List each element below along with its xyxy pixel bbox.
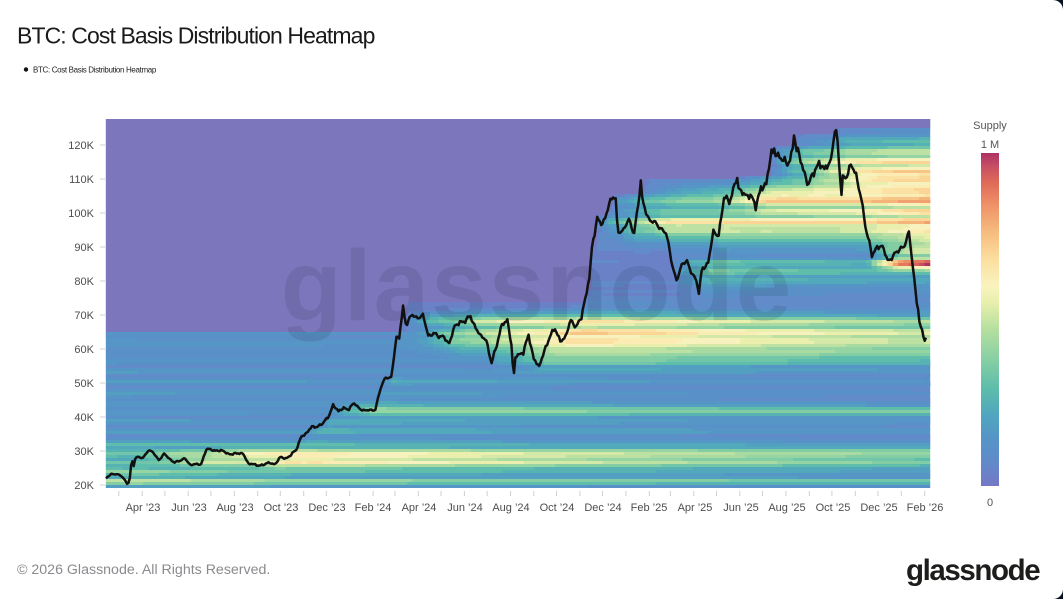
svg-text:Dec ’23: Dec ’23 [308,502,345,514]
svg-text:0: 0 [987,497,993,509]
svg-text:glassnode: glassnode [281,230,794,342]
svg-text:BTC: Cost Basis Distribution H: BTC: Cost Basis Distribution Heatmap [33,65,157,74]
svg-text:Feb ’26: Feb ’26 [907,502,944,514]
svg-text:BTC: Cost Basis Distribution H: BTC: Cost Basis Distribution Heatmap [17,23,375,49]
svg-text:Jun ’25: Jun ’25 [723,502,758,514]
svg-text:© 2026 Glassnode. All Rights R: © 2026 Glassnode. All Rights Reserved. [17,562,270,578]
svg-text:Apr ’24: Apr ’24 [402,502,437,514]
svg-text:Feb ’25: Feb ’25 [631,502,668,514]
svg-text:Oct ’23: Oct ’23 [264,502,299,514]
svg-text:Aug ’24: Aug ’24 [492,502,529,514]
svg-text:30K: 30K [74,446,94,458]
svg-text:Supply: Supply [973,120,1007,132]
svg-text:glassnode: glassnode [906,554,1040,587]
svg-text:120K: 120K [68,140,94,152]
svg-text:80K: 80K [74,276,94,288]
svg-text:70K: 70K [74,310,94,322]
svg-text:Oct ’25: Oct ’25 [816,502,851,514]
svg-text:Apr ’25: Apr ’25 [678,502,713,514]
svg-text:Dec ’25: Dec ’25 [860,502,897,514]
svg-text:Jun ’23: Jun ’23 [171,502,206,514]
svg-text:90K: 90K [74,242,94,254]
svg-text:Jun ’24: Jun ’24 [447,502,482,514]
svg-text:1 M: 1 M [981,139,999,151]
svg-text:40K: 40K [74,412,94,424]
svg-text:Aug ’25: Aug ’25 [768,502,805,514]
svg-text:60K: 60K [74,344,94,356]
svg-text:Dec ’24: Dec ’24 [584,502,621,514]
svg-text:Apr ’23: Apr ’23 [126,502,161,514]
svg-text:20K: 20K [74,480,94,492]
svg-text:Aug ’23: Aug ’23 [216,502,253,514]
svg-text:110K: 110K [69,174,95,186]
svg-text:100K: 100K [68,208,94,220]
svg-text:Oct ’24: Oct ’24 [540,502,575,514]
svg-text:Feb ’24: Feb ’24 [355,502,392,514]
svg-text:50K: 50K [74,378,94,390]
